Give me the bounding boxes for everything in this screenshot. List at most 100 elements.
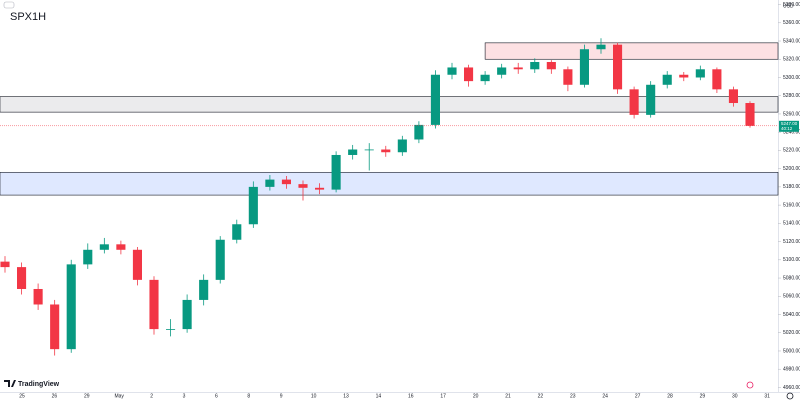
x-tick-label: May <box>114 393 124 399</box>
candle-body <box>364 149 374 151</box>
candle-body <box>17 267 27 289</box>
candle-body <box>182 299 192 330</box>
x-tick-label: 22 <box>538 393 544 399</box>
y-tick-label: 4960.00 <box>783 385 800 391</box>
x-tick-label: 24 <box>602 393 608 399</box>
y-tick-label: 5140.00 <box>783 221 800 227</box>
candle-body <box>563 69 573 85</box>
candle-body <box>728 89 738 104</box>
y-tick-label: 5380.00 <box>783 2 800 8</box>
candle-body <box>480 74 490 82</box>
candle-body <box>662 74 672 85</box>
brand-logo: TradingView <box>4 380 60 388</box>
candle-body <box>464 67 474 82</box>
candle-body <box>646 84 656 115</box>
x-tick-label: 30 <box>732 393 738 399</box>
y-tick-label: 5080.00 <box>783 275 800 281</box>
brand-name: TradingView <box>18 381 60 388</box>
y-tick-label: 5160.00 <box>783 202 800 208</box>
candle-body <box>298 184 308 188</box>
candle-body <box>315 187 325 190</box>
x-tick-label: 14 <box>376 393 382 399</box>
candle-body <box>331 154 341 190</box>
x-tick-label: 27 <box>635 393 641 399</box>
x-tick-label: 17 <box>440 393 446 399</box>
x-tick-label: 6 <box>215 393 218 399</box>
candle-body <box>447 67 457 75</box>
candle-body <box>265 179 275 187</box>
candle-body <box>116 244 126 250</box>
y-tick-label: 5020.00 <box>783 330 800 336</box>
y-tick-label: 5060.00 <box>783 294 800 300</box>
x-tick-label: 3 <box>183 393 186 399</box>
y-tick-label: 5340.00 <box>783 38 800 44</box>
candle-body <box>166 329 176 330</box>
candle-body <box>232 224 242 240</box>
y-tick-label: 5240.00 <box>783 130 800 136</box>
y-tick-label: 5360.00 <box>783 20 800 26</box>
x-tick-label: 23 <box>570 393 576 399</box>
candle-body <box>199 279 209 300</box>
symbol: SPX1H <box>10 11 46 23</box>
currency: USD <box>783 3 794 9</box>
y-tick-label: 5200.00 <box>783 166 800 172</box>
last-price-tag <box>779 120 799 132</box>
x-tick-label: 29 <box>700 393 706 399</box>
candle-body <box>596 44 606 50</box>
candle-body <box>613 44 623 90</box>
candle-body <box>149 279 159 330</box>
candle-body <box>497 67 507 75</box>
candle-body <box>629 89 639 115</box>
candle-body <box>99 244 109 250</box>
candle-body <box>513 67 523 70</box>
candle-body <box>397 139 407 153</box>
candle-body <box>579 49 589 85</box>
y-tick-label: 5220.00 <box>783 148 800 154</box>
candle-body <box>414 124 424 140</box>
x-tick-label: 16 <box>408 393 414 399</box>
candle-body <box>546 61 556 70</box>
zone <box>0 96 779 113</box>
x-tick-label: 25 <box>19 393 25 399</box>
candle-body <box>215 239 225 280</box>
x-tick-label: 13 <box>343 393 349 399</box>
x-tick-label: 29 <box>84 393 90 399</box>
last-price-label: 5247.00 <box>781 121 798 126</box>
x-tick-label: 21 <box>505 393 511 399</box>
alert-icon[interactable] <box>746 381 754 389</box>
y-tick-label: 5300.00 <box>783 75 800 81</box>
candle-body <box>50 304 60 350</box>
y-tick-label: 5260.00 <box>783 111 800 117</box>
x-tick-label: 8 <box>247 393 250 399</box>
candle-body <box>695 69 705 78</box>
x-tick-label: 31 <box>764 393 770 399</box>
zone <box>0 171 779 196</box>
y-tick-label: 5040.00 <box>783 312 800 318</box>
candle-body <box>679 74 689 78</box>
candle-body <box>0 261 10 268</box>
candle-body <box>33 288 43 305</box>
logo-icon <box>4 380 16 387</box>
candle-body <box>712 69 722 90</box>
y-tick-label: 5180.00 <box>783 184 800 190</box>
x-tick-label: 9 <box>280 393 283 399</box>
x-tick-label: 20 <box>473 393 479 399</box>
collapse-button[interactable] <box>3 1 15 9</box>
x-tick-label: 10 <box>311 393 317 399</box>
y-tick-label: 4980.00 <box>783 367 800 373</box>
candle-body <box>281 179 291 185</box>
candle-body <box>745 103 755 126</box>
y-tick-label: 5280.00 <box>783 93 800 99</box>
x-tick-label: 26 <box>52 393 58 399</box>
x-tick-label: 2 <box>150 393 153 399</box>
settings-icon[interactable] <box>786 392 794 400</box>
candle-body <box>381 149 391 153</box>
candle-body <box>248 186 258 225</box>
x-tick-label: 28 <box>667 393 673 399</box>
candle-body <box>530 61 540 70</box>
y-tick-label: 5120.00 <box>783 239 800 245</box>
candle-body <box>83 249 93 265</box>
countdown: 40:12 <box>781 126 793 131</box>
